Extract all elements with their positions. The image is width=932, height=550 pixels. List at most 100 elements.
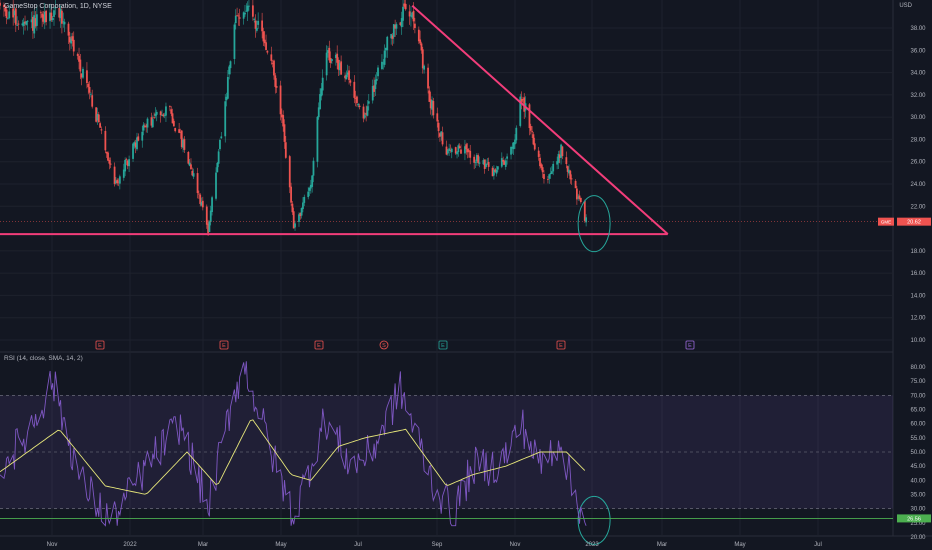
candle-body bbox=[390, 34, 393, 39]
rsi-highlight-circle[interactable] bbox=[577, 495, 611, 545]
candle-body bbox=[428, 90, 431, 102]
candle-body bbox=[302, 202, 304, 210]
candle-body bbox=[366, 106, 369, 116]
candle-body bbox=[265, 42, 267, 50]
candle-body bbox=[95, 107, 98, 122]
candle-body bbox=[556, 161, 559, 165]
time-tick-label: 2022 bbox=[123, 542, 137, 548]
candle-body bbox=[550, 171, 553, 174]
candle-body bbox=[336, 53, 339, 63]
candle-body bbox=[283, 124, 286, 142]
candle-body bbox=[154, 113, 157, 116]
candle-body bbox=[200, 202, 203, 206]
price-tick-label: 26.00 bbox=[910, 160, 926, 166]
value-badges: GME 20.62 26.56 bbox=[878, 217, 931, 523]
candle-body bbox=[410, 15, 412, 17]
candle-body bbox=[270, 54, 273, 61]
candle-body bbox=[569, 170, 572, 180]
candle-body bbox=[13, 10, 16, 16]
candle-body bbox=[78, 55, 80, 62]
candle-body bbox=[39, 12, 42, 14]
time-tick-label: Sep bbox=[432, 542, 443, 548]
candle-body bbox=[417, 29, 420, 42]
price-tick-label: 36.00 bbox=[910, 48, 926, 54]
candle-body bbox=[143, 126, 146, 128]
earnings-marker[interactable] bbox=[685, 340, 695, 350]
candle-body bbox=[207, 223, 210, 233]
candle-body bbox=[515, 127, 518, 141]
candle-body bbox=[275, 86, 278, 88]
earnings-marker[interactable] bbox=[556, 340, 566, 350]
candle-body bbox=[196, 173, 199, 194]
candle-body bbox=[354, 98, 357, 99]
rsi-tick-label: 20.00 bbox=[910, 535, 926, 541]
candle-body bbox=[266, 50, 269, 53]
candle-body bbox=[191, 170, 194, 176]
candle-body bbox=[238, 17, 241, 19]
candle-body bbox=[448, 148, 451, 151]
candle-body bbox=[82, 68, 84, 78]
earnings-marker[interactable] bbox=[438, 340, 448, 350]
candle-body bbox=[511, 146, 514, 149]
candle-body bbox=[51, 18, 54, 20]
candle-body bbox=[116, 179, 119, 184]
candle-body bbox=[183, 139, 186, 150]
candle-body bbox=[172, 120, 175, 127]
candle-body bbox=[357, 103, 360, 106]
candle-body bbox=[17, 23, 20, 25]
price-tick-label: 18.00 bbox=[910, 249, 926, 255]
candle-body bbox=[371, 86, 374, 101]
trendline-descending[interactable] bbox=[411, 4, 669, 235]
earnings-marker[interactable] bbox=[95, 340, 105, 350]
trendlines[interactable] bbox=[0, 4, 893, 236]
rsi-axis[interactable]: 80.00 75.00 70.00 65.00 60.00 55.00 50.00 45.00… bbox=[910, 365, 926, 541]
rsi-value-badge-text: 26.56 bbox=[907, 516, 921, 522]
candle-body bbox=[284, 142, 287, 158]
candle-body bbox=[429, 99, 432, 109]
price-highlight-circle[interactable] bbox=[577, 195, 611, 253]
time-axis[interactable]: Nov 2022 Mar May Jul Sep Nov 2023 Mar May Jul bbox=[47, 542, 822, 548]
symbol-badge-text: GME bbox=[881, 220, 891, 225]
candle-body bbox=[311, 175, 314, 187]
candle-body bbox=[124, 159, 127, 172]
candle-body bbox=[510, 146, 512, 155]
candle-body bbox=[117, 181, 120, 183]
rsi-indicator-label[interactable]: RSI (14, close, SMA, 14, 2) bbox=[4, 355, 83, 362]
candle-body bbox=[458, 146, 461, 149]
candle-body bbox=[150, 117, 153, 126]
time-tick-label: Mar bbox=[198, 542, 208, 548]
candle-body bbox=[568, 169, 570, 174]
rsi-tick-label: 40.00 bbox=[910, 478, 926, 484]
candle-body bbox=[248, 5, 250, 7]
candle-body bbox=[478, 162, 481, 164]
candle-body bbox=[356, 96, 358, 104]
candle-body bbox=[329, 58, 332, 63]
candle-body bbox=[491, 167, 494, 177]
event-marker-label: E bbox=[441, 343, 445, 349]
candle-body bbox=[151, 119, 154, 128]
candle-body bbox=[465, 144, 468, 150]
candle-body bbox=[187, 152, 190, 164]
candle-body bbox=[377, 67, 379, 77]
candle-body bbox=[412, 10, 415, 22]
symbol-title[interactable]: GameStop Corporation, 1D, NYSE bbox=[4, 3, 112, 10]
candle-body bbox=[363, 115, 366, 118]
candle-body bbox=[493, 169, 495, 176]
candle-body bbox=[299, 212, 302, 217]
candle-body bbox=[419, 39, 422, 44]
price-axis[interactable]: 38.00 36.00 34.00 32.00 30.00 28.00 26.00 24.00… bbox=[910, 26, 926, 344]
candle-body bbox=[163, 115, 166, 117]
candle-body bbox=[466, 148, 469, 153]
candle-body bbox=[327, 50, 329, 53]
rsi-tick-label: 45.00 bbox=[910, 464, 926, 470]
earnings-marker[interactable] bbox=[219, 340, 229, 350]
candle-body bbox=[382, 62, 385, 64]
rsi-tick-label: 75.00 bbox=[910, 379, 926, 385]
split-marker[interactable] bbox=[379, 340, 389, 350]
candle-body bbox=[224, 101, 227, 137]
highlight-circles[interactable] bbox=[577, 195, 611, 545]
candle-body bbox=[288, 156, 291, 188]
earnings-marker[interactable] bbox=[314, 340, 324, 350]
